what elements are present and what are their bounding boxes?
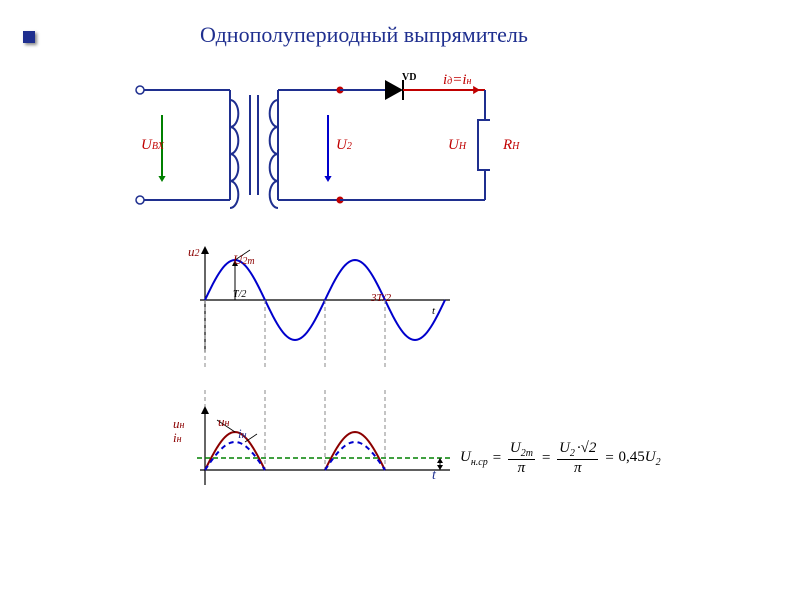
rh-label: RН — [503, 137, 519, 154]
in-curve-label: iн — [238, 426, 247, 442]
output-waveform — [170, 390, 450, 500]
wave1-yaxis-label: u2 — [188, 244, 200, 260]
page-title: Однополупериодный выпрямитель — [200, 22, 528, 48]
t-half-label: T/2 — [233, 289, 246, 300]
circuit-diagram — [130, 70, 490, 220]
slide-bullet — [23, 31, 35, 43]
wave2-t-label: t — [432, 468, 436, 484]
u2-label: U2 — [336, 137, 352, 154]
input-waveform — [170, 240, 450, 370]
wave1-t-label: t — [432, 305, 435, 317]
diode-label: VD — [402, 72, 416, 83]
current-label: iд=iн — [443, 72, 472, 89]
uvx-label: UВХ — [141, 137, 164, 154]
3t-half-label: 3T/2 — [371, 292, 391, 304]
in-axis-label: iн — [173, 430, 182, 446]
u2m-label: U2m — [233, 252, 255, 268]
un-curve-label: uн — [218, 414, 229, 430]
avg-voltage-formula: Uн.ср = U2m π = U2·√2 π = 0,45U2 — [460, 440, 661, 477]
uh-label: UН — [448, 137, 466, 154]
